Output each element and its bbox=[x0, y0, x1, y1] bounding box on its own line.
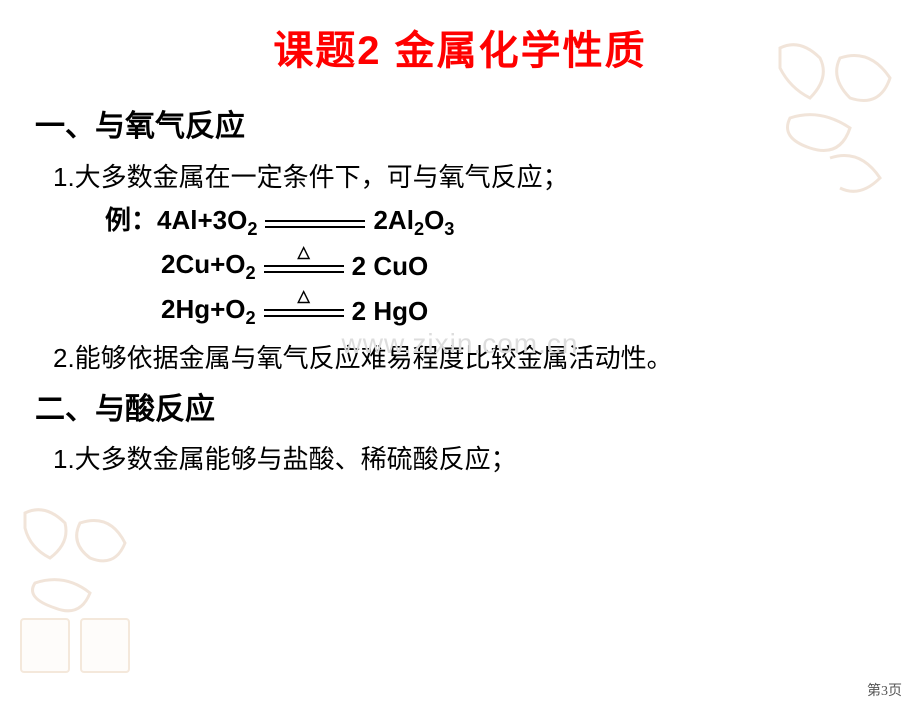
equals-heat-symbol: △ bbox=[264, 297, 344, 325]
eq3-left: 2Hg+O2 bbox=[105, 290, 256, 332]
equation-3: 2Hg+O2 △ 2 HgO bbox=[105, 290, 885, 332]
equation-2: 2Cu+O2 △ 2 CuO bbox=[105, 245, 885, 287]
eq2-left: 2Cu+O2 bbox=[105, 245, 256, 287]
triangle-icon: △ bbox=[298, 289, 310, 305]
content-area: 一、与氧气反应 1.大多数金属在一定条件下，可与氧气反应； 例：4Al+3O2 … bbox=[0, 76, 920, 479]
equals-heat-symbol: △ bbox=[264, 253, 344, 281]
section-1-heading: 一、与氧气反应 bbox=[35, 104, 885, 151]
equals-symbol bbox=[265, 208, 365, 236]
eq1-left: 4Al+3O2 bbox=[157, 205, 257, 235]
section-2-heading: 二、与酸反应 bbox=[35, 387, 885, 434]
triangle-icon: △ bbox=[298, 245, 310, 261]
section-1-point-2: 2.能够依据金属与氧气反应难易程度比较金属活动性。 bbox=[53, 338, 885, 378]
section-1-point-1: 1.大多数金属在一定条件下，可与氧气反应； bbox=[53, 157, 885, 197]
eq1-right: 2Al2O3 bbox=[373, 201, 454, 243]
page-number: 第3页 bbox=[867, 680, 902, 700]
section-2-point-1: 1.大多数金属能够与盐酸、稀硫酸反应； bbox=[53, 439, 885, 479]
equation-1: 例：4Al+3O2 2Al2O3 bbox=[105, 201, 885, 243]
eq2-right: 2 CuO bbox=[352, 247, 429, 286]
equations-block: 例：4Al+3O2 2Al2O3 2Cu+O2 △ 2 CuO 2Hg+O2 △… bbox=[105, 201, 885, 332]
eq3-right: 2 HgO bbox=[352, 292, 429, 331]
eq1-label: 例： bbox=[105, 205, 157, 235]
page-title: 课题2 金属化学性质 bbox=[0, 18, 920, 76]
decorative-watermark-bottom-left bbox=[10, 498, 150, 678]
